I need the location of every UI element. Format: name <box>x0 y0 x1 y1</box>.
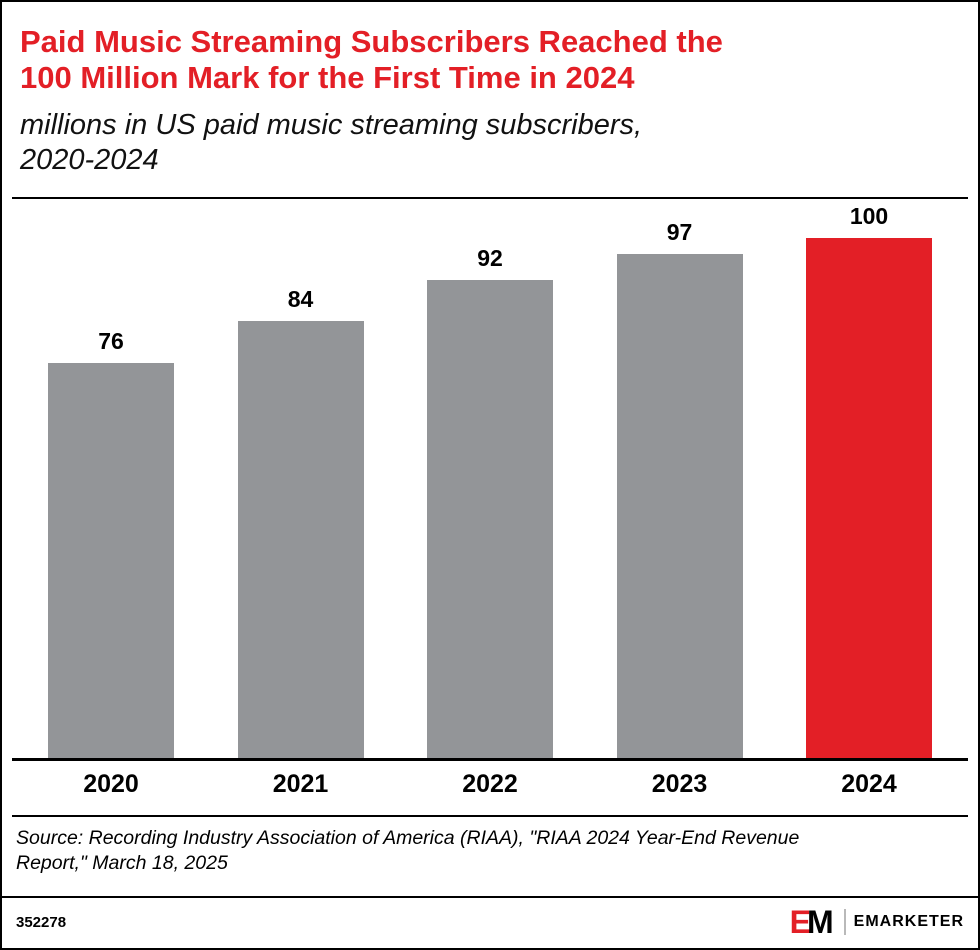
bar-group-2020: 76 <box>48 328 174 758</box>
bar-2022 <box>427 279 553 758</box>
bar-2020 <box>48 362 174 758</box>
footer-bar: 352278 EM EMARKETER <box>2 896 978 948</box>
header-divider <box>12 196 968 199</box>
bar-2021 <box>237 320 364 758</box>
bar-2023 <box>616 253 743 758</box>
bar-value-2024: 100 <box>849 202 889 229</box>
x-axis-label-2024: 2024 <box>841 769 897 798</box>
bar-value-2023: 97 <box>666 218 693 245</box>
bar-2024 <box>806 237 932 758</box>
bar-group-2022: 92 <box>427 245 553 758</box>
x-axis-label-2021: 2021 <box>272 769 329 798</box>
logo-letter-m: M <box>807 904 834 940</box>
x-axis-label-2020: 2020 <box>83 769 139 798</box>
source-divider <box>12 814 968 817</box>
chart-title: Paid Music Streaming Subscribers Reached… <box>20 24 723 95</box>
source-note: Source: Recording Industry Association o… <box>16 826 800 874</box>
chart-subtitle: millions in US paid music streaming subs… <box>20 108 643 177</box>
logo-divider <box>843 909 846 935</box>
emarketer-logo: EM EMARKETER <box>790 906 964 938</box>
bar-value-2021: 84 <box>287 285 314 312</box>
bar-value-2020: 76 <box>98 327 124 354</box>
bar-group-2023: 97 <box>616 218 743 758</box>
bar-chart-plot-area: 76 84 92 97 100 <box>12 203 968 761</box>
chart-id: 352278 <box>16 913 67 931</box>
brand-name: EMARKETER <box>853 913 964 930</box>
chart-header: Paid Music Streaming Subscribers Reached… <box>2 2 978 179</box>
bar-value-2022: 92 <box>477 244 503 271</box>
bar-group-2021: 84 <box>237 285 364 758</box>
x-axis-label-2023: 2023 <box>651 769 708 798</box>
x-axis: 2020 2021 2022 2023 2024 <box>12 761 968 809</box>
x-axis-label-2022: 2022 <box>462 769 518 798</box>
logo-letter-e: E <box>789 904 811 940</box>
emarketer-logo-mark: EM <box>789 904 834 940</box>
bar-group-2024: 100 <box>806 203 932 758</box>
